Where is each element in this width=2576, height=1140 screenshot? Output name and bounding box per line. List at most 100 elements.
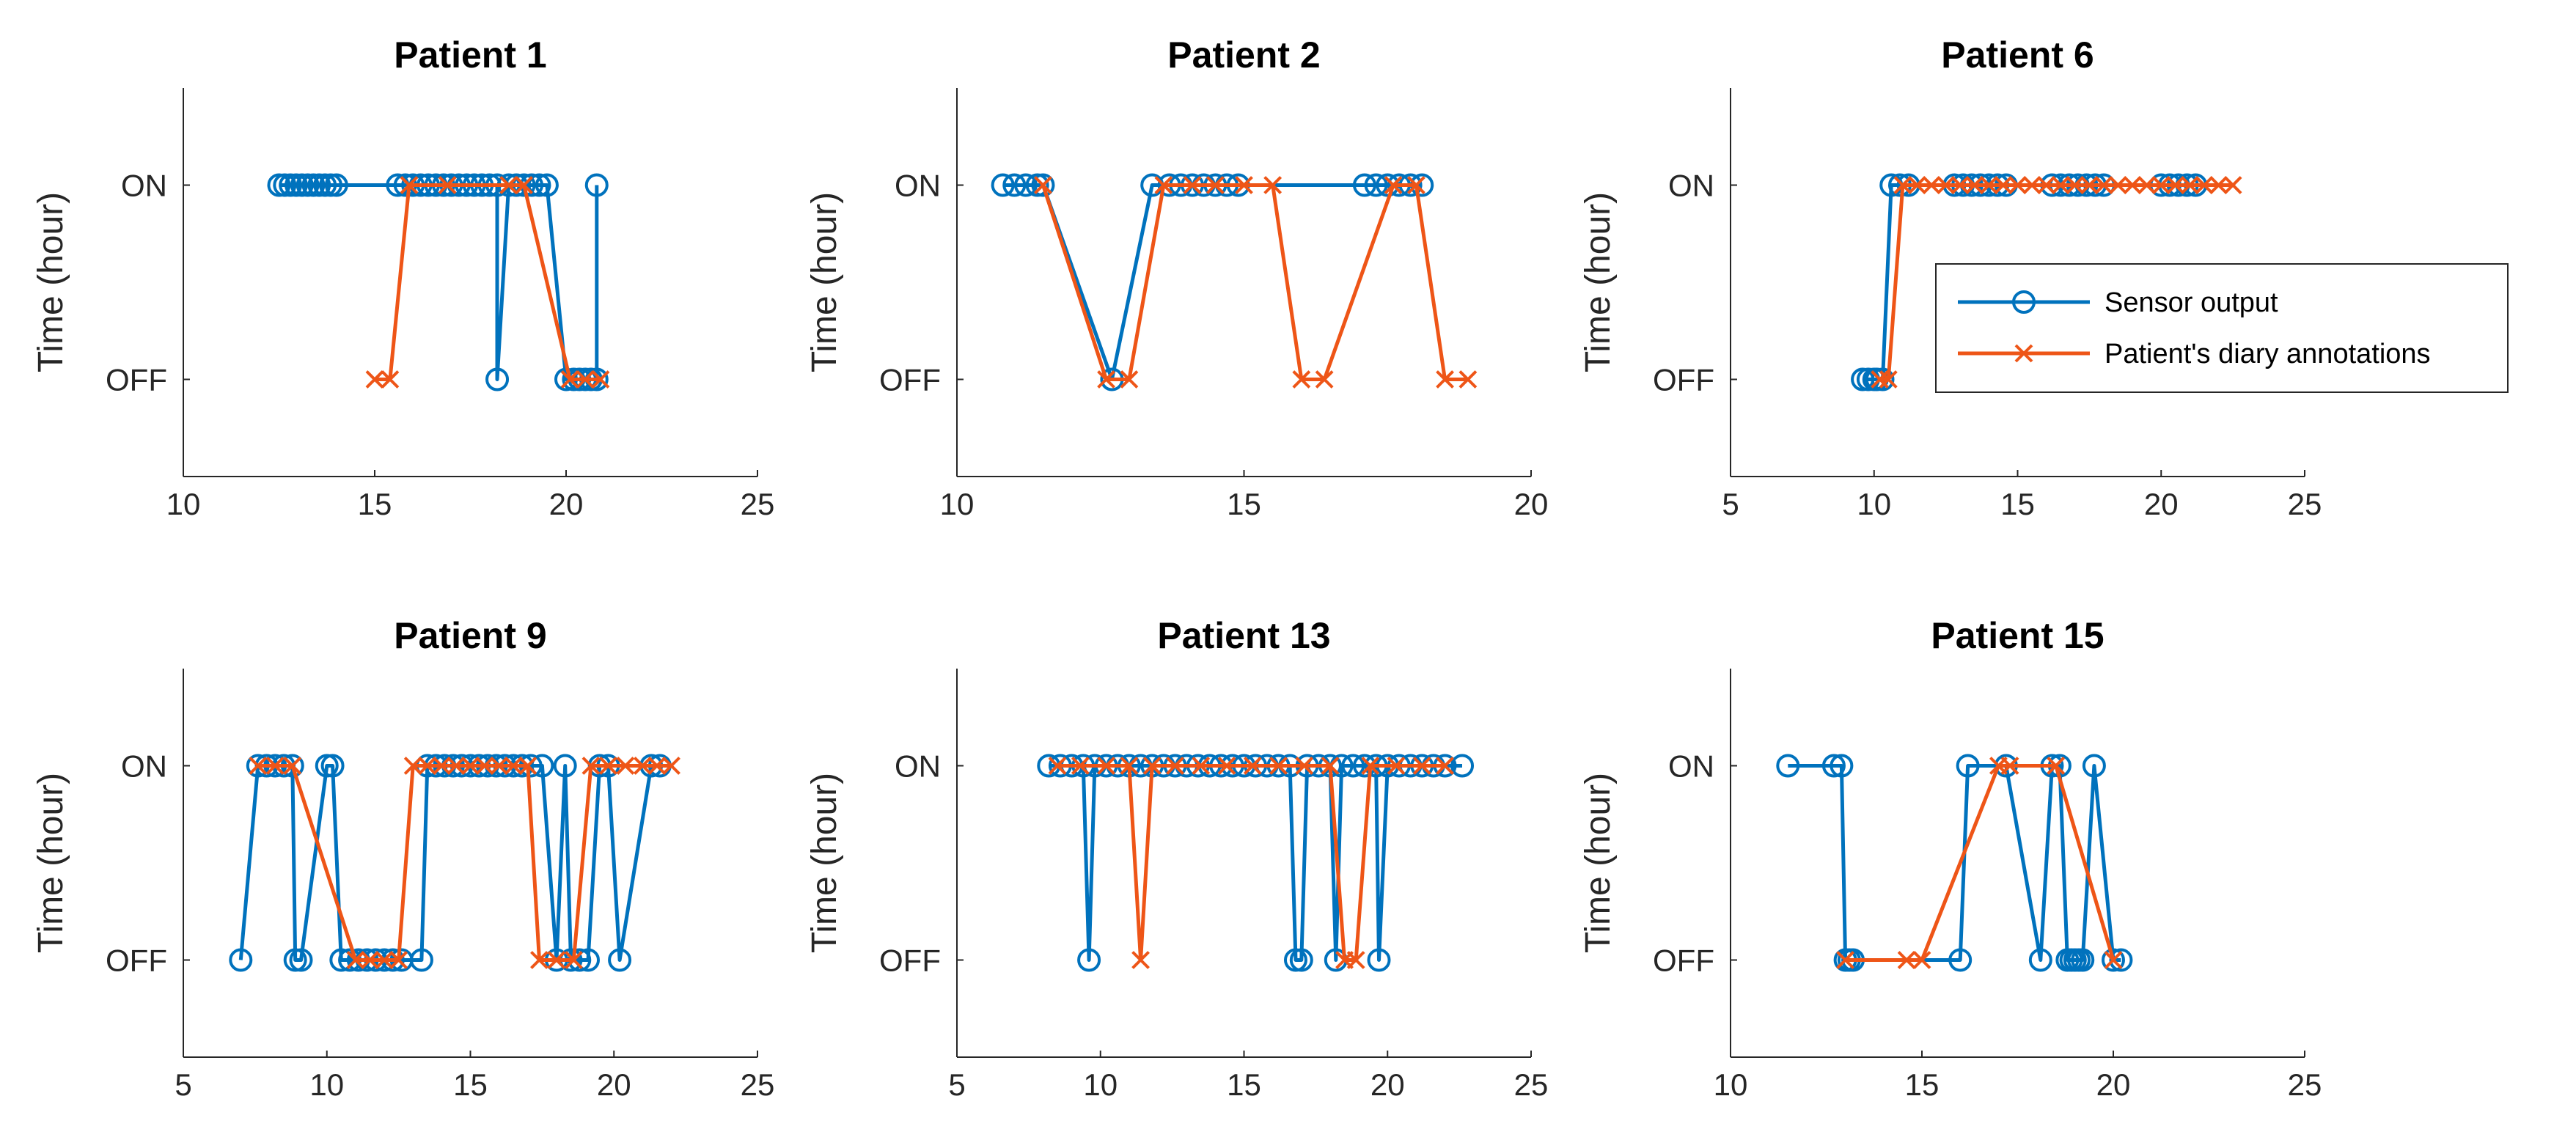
data-point-sensor [229,948,253,972]
data-point-sensor [1077,948,1101,972]
data-point-diary [1166,757,1184,775]
data-point-diary [1384,176,1403,194]
data-point-diary [647,757,667,775]
x-tick-label: 15 [358,487,392,521]
data-point-sensor [2071,948,2095,972]
subplot-patient-9: Patient 9 5 10 15 20 25 ON OFF Time (hour) [32,615,774,1102]
data-point-diary [1071,757,1090,775]
data-point-diary [1879,370,1898,389]
series-line [1049,764,1462,962]
x-tick-label: 5 [948,1067,965,1102]
x-tick-label: 10 [1083,1067,1118,1102]
data-point-diary [2051,176,2070,194]
subplot-patient-6: Patient 6 5 10 15 20 25 ON OFF Time (hour) [1579,34,2322,521]
y-tick-label: ON [895,749,941,784]
data-point-diary [1871,370,1889,389]
data-point-sensor [1341,754,1365,778]
data-point-diary [418,757,437,775]
data-point-diary [1994,176,2013,194]
data-point-diary [461,757,480,775]
data-point-diary [1908,176,1926,194]
x-tick-label: 25 [741,487,775,521]
x-tick-label: 25 [741,1067,775,1102]
data-point-diary [1361,757,1380,775]
data-point-diary [432,757,451,775]
x-tick-label: 5 [1722,487,1739,521]
x-tick-label: 25 [2288,487,2322,521]
data-point-sensor [296,173,320,197]
diary-series [1034,176,1478,389]
data-point-diary [1243,757,1262,775]
y-tick-label: OFF [1653,363,1714,397]
x-tick-label: 20 [549,487,584,521]
data-point-diary [2109,176,2127,194]
data-point-diary [616,757,635,775]
data-point-diary [560,370,579,389]
subplot-patient-13: Patient 13 5 10 15 20 25 ON OFF Time (hour) [805,615,1548,1102]
data-point-diary [1836,951,1855,969]
data-point-diary [1097,370,1115,389]
y-tick-label: OFF [106,363,167,397]
data-point-sensor [313,173,337,197]
y-axis-label: Time (hour) [1579,773,1618,953]
data-point-sensor [283,948,307,972]
subplot-title: Patient 1 [394,34,546,76]
data-point-diary [475,757,494,775]
data-point-diary [1937,176,1956,194]
data-point-diary [1131,951,1150,969]
y-tick-label: ON [121,749,167,784]
subplot-patient-1: Patient 1 10 15 20 25 ON OFF Time (hour) [32,34,774,521]
data-point-diary [2047,757,2066,775]
data-point-diary [2138,176,2157,194]
legend-sensor-label: Sensor output [2105,287,2278,318]
x-tick-label: 10 [166,487,201,521]
data-point-diary [1154,176,1173,194]
data-point-sensor [1025,173,1049,197]
data-point-diary [1951,176,1970,194]
data-point-sensor [320,754,345,778]
data-point-diary [2223,176,2242,194]
legend-sensor-marker [2012,290,2036,314]
x-tick-label: 25 [1514,1067,1549,1102]
data-point-diary [1965,176,1984,194]
data-point-sensor [1367,948,1391,972]
data-point-diary [2080,176,2099,194]
data-point-diary [515,176,533,194]
x-tick-label: 20 [2096,1067,2131,1102]
series-line [1879,183,2234,381]
data-point-diary [1387,757,1406,775]
data-point-diary [530,951,548,969]
data-point-diary [1206,176,1225,194]
data-point-sensor [1776,754,1800,778]
data-point-diary [2022,176,2041,194]
y-tick-label: ON [895,169,941,203]
data-point-diary [2166,176,2185,194]
data-point-diary [1315,370,1334,389]
sensor-series [1037,754,1475,972]
data-point-diary [1142,757,1162,775]
data-point-sensor [1364,173,1388,197]
data-point-diary [249,757,268,775]
x-tick-label: 20 [2144,487,2179,521]
series-line [1041,183,1468,381]
diary-series [365,176,610,389]
series-line [1845,764,2116,962]
subplot-patient-15: Patient 15 10 15 20 25 ON OFF Time (hour) [1579,615,2322,1102]
sensor-series [229,754,672,972]
data-point-sensor [1450,754,1475,778]
data-point-diary [381,370,400,389]
data-point-diary [1295,757,1314,775]
data-point-sensor [2028,948,2052,972]
data-point-sensor [576,948,601,972]
data-point-diary [1183,176,1202,194]
data-point-sensor [1031,173,1055,197]
data-point-diary [518,757,537,775]
data-point-diary [1217,757,1236,775]
sensor-series [1776,754,2133,972]
diary-series [1871,176,2242,389]
sensor-series [991,173,1434,391]
data-point-diary [403,757,422,775]
data-point-diary [547,951,566,969]
y-axis-label: Time (hour) [805,192,844,372]
data-point-diary [1436,757,1454,775]
